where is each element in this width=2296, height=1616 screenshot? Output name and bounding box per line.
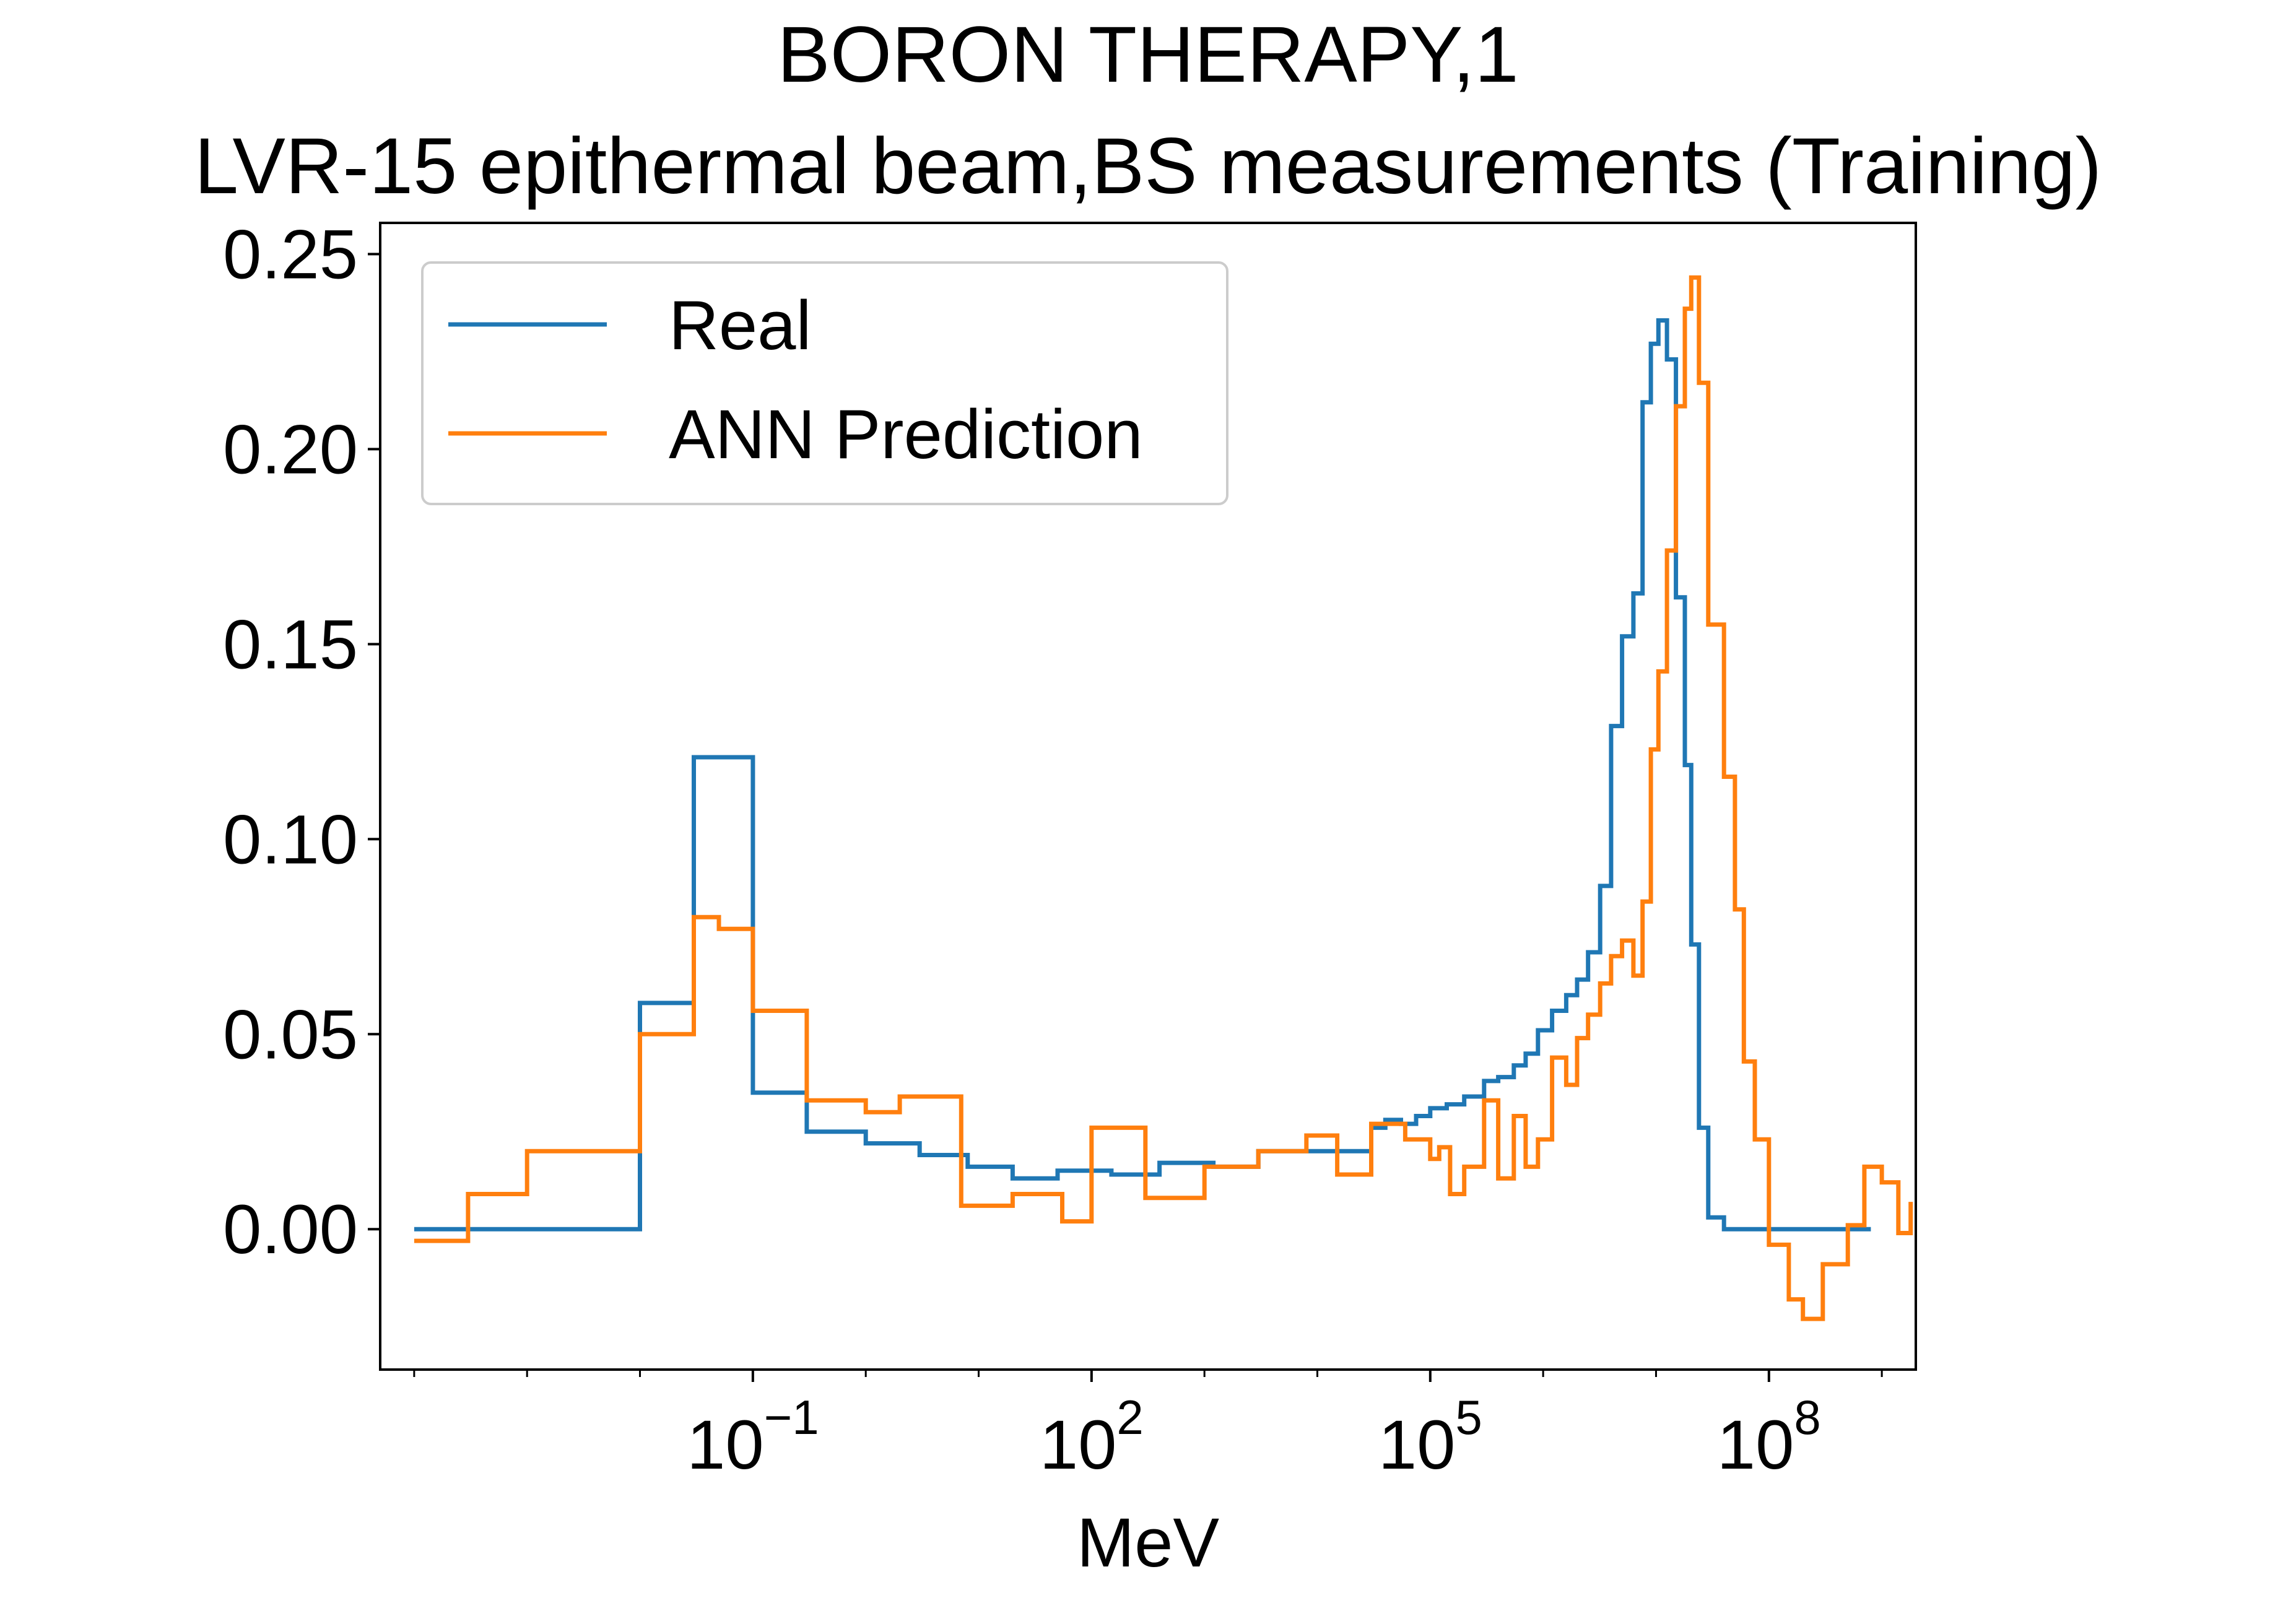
legend-box	[421, 261, 1228, 505]
x-tick-exponent: 2	[1116, 1390, 1143, 1444]
x-tick-base: 10	[1717, 1406, 1794, 1484]
chart-title-line-2: LVR-15 epithermal beam,BS measurements (…	[194, 122, 2102, 211]
y-tick-label: 0.10	[223, 801, 358, 878]
y-tick-label: 0.25	[223, 215, 358, 293]
y-tick-label: 0.20	[223, 411, 358, 488]
chart-title-line-1: BORON THERAPY,1	[777, 11, 1518, 99]
series-line-ann-prediction	[414, 275, 1913, 1321]
x-tick-base: 10	[1040, 1406, 1117, 1484]
plot-frame	[379, 222, 1917, 1371]
y-tick-label: 0.00	[223, 1191, 358, 1268]
x-tick-exponent: −1	[764, 1390, 819, 1444]
x-tick-label: 108	[1717, 1390, 1821, 1484]
x-tick-exponent: 5	[1455, 1390, 1482, 1444]
x-tick-base: 10	[1378, 1406, 1456, 1484]
x-tick-exponent: 8	[1794, 1390, 1820, 1444]
x-axis-label: MeV	[1077, 1504, 1220, 1581]
y-tick-label: 0.15	[223, 606, 358, 683]
x-tick-base: 10	[687, 1406, 764, 1484]
series-line-real	[414, 318, 1871, 1232]
x-axis: 10−1 102 105 108	[413, 1370, 1883, 1484]
x-tick-label: 102	[1040, 1390, 1144, 1484]
legend-label-ann-prediction: ANN Prediction	[669, 396, 1143, 473]
x-tick-label: 10−1	[687, 1390, 819, 1484]
y-tick-label: 0.05	[223, 996, 358, 1073]
y-axis: 0.00 0.05 0.10 0.15 0.20 0.25	[223, 215, 380, 1268]
series-layer	[414, 275, 1913, 1321]
x-tick-label: 105	[1378, 1390, 1482, 1484]
legend: Real ANN Prediction	[421, 261, 1228, 505]
legend-label-real: Real	[669, 287, 811, 364]
